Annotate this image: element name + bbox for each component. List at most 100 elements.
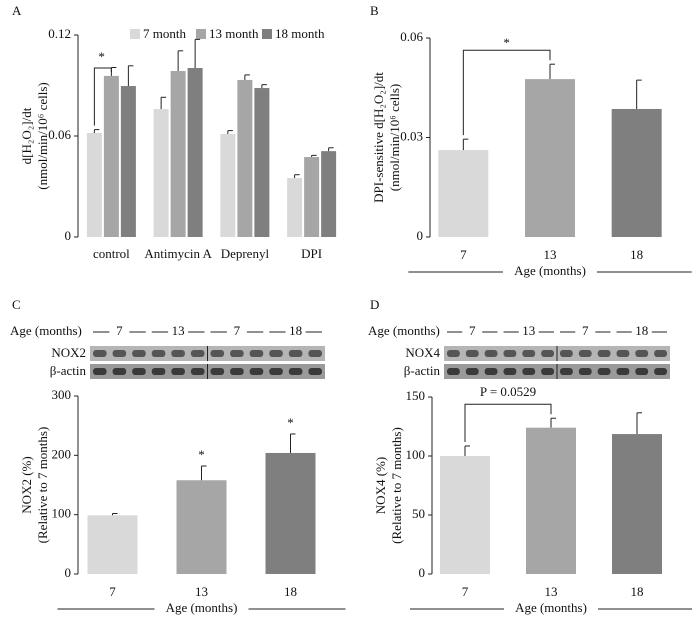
blot-band (112, 350, 127, 357)
y-tick-label: 0.06 (48, 127, 71, 142)
bar (265, 452, 316, 574)
blot-band (541, 350, 554, 357)
bar (304, 157, 320, 237)
bar (526, 427, 576, 574)
bar (187, 67, 203, 237)
blot-band (171, 350, 185, 357)
blot-band (151, 350, 166, 357)
bracket (464, 403, 552, 442)
blot-band (93, 350, 107, 357)
blot-age-label: Age (months) (10, 323, 82, 338)
x-axis-label: Age (months) (514, 263, 586, 278)
legend-swatch (262, 29, 272, 39)
blot-band (112, 368, 127, 375)
blot-band (654, 350, 667, 357)
blot-band (578, 350, 592, 357)
blot-band (597, 350, 611, 357)
x-tick-label: control (93, 246, 130, 261)
blot-band (308, 350, 322, 357)
bar (525, 79, 575, 237)
x-tick-label: 7 (109, 584, 116, 599)
bar (321, 151, 337, 237)
y-tick-label: 100 (406, 447, 426, 462)
blot-lane-label: 7 (234, 323, 241, 338)
annotation: * (198, 447, 205, 462)
bar (220, 133, 236, 237)
y-axis-label: (Relative to 7 months) (35, 427, 50, 544)
y-axis-label: NOX4 (%) (373, 457, 388, 514)
blot-band (465, 350, 479, 357)
annotation: P = 0.0529 (480, 384, 536, 399)
blot-lane-label: 7 (469, 323, 476, 338)
blot-lane-label: 18 (289, 323, 302, 338)
error-bar (636, 412, 642, 435)
blot-band (171, 368, 185, 375)
blot-band (635, 350, 649, 357)
blot-band (308, 368, 322, 375)
blot-band (560, 350, 573, 357)
legend-label: 18 month (275, 26, 325, 41)
bar (87, 515, 138, 574)
annotation: * (98, 49, 105, 64)
error-bar (636, 79, 642, 109)
error-bar (311, 154, 317, 158)
x-tick-label: 18 (630, 247, 643, 262)
x-tick-label: 13 (545, 584, 558, 599)
panel-label: D (370, 297, 379, 312)
blot-band (288, 350, 303, 357)
error-bar (112, 512, 118, 516)
blot-band (503, 350, 517, 357)
error-bar (550, 417, 556, 428)
bar (440, 456, 490, 574)
bar (103, 75, 119, 237)
blot-band (447, 350, 460, 357)
error-bar (93, 129, 100, 133)
bracket (462, 49, 551, 136)
legend-label: 7 month (143, 26, 186, 41)
blot-lane-label: 7 (582, 323, 589, 338)
y-tick-label: 0.06 (400, 29, 423, 44)
blot-band (484, 350, 498, 357)
blot-band (616, 368, 630, 375)
error-bar (227, 130, 233, 134)
blot-age-label: Age (months) (368, 323, 440, 338)
panel-label: B (370, 3, 379, 18)
bar (287, 178, 303, 237)
x-tick-label: 7 (460, 247, 467, 262)
error-bar (549, 63, 555, 80)
blot-band (190, 350, 205, 357)
y-axis-label: (nmol/min/10⁶ cells) (387, 84, 402, 191)
blot-row-label: NOX4 (405, 345, 440, 360)
error-bar (290, 433, 296, 453)
error-bar (244, 74, 250, 80)
blot-band (597, 368, 611, 375)
error-bar (294, 174, 300, 179)
blot-band (190, 368, 205, 375)
bar (612, 434, 662, 574)
blot-band (503, 368, 517, 375)
annotation: * (287, 415, 294, 430)
blot-band (522, 350, 536, 357)
y-tick-label: 0 (419, 565, 426, 580)
y-axis-label: NOX2 (%) (19, 456, 34, 513)
blot-band (249, 368, 264, 375)
blot-lane-label: 18 (635, 323, 648, 338)
blot-band (132, 368, 146, 375)
x-tick-label: 13 (544, 247, 557, 262)
y-tick-label: 0 (417, 228, 424, 243)
y-tick-label: 100 (52, 506, 72, 521)
blot-band (151, 368, 166, 375)
blot-band (288, 368, 303, 375)
blot-band (269, 368, 283, 375)
y-tick-label: 0 (65, 228, 72, 243)
x-tick-label: Antimycin A (144, 246, 212, 261)
y-axis-label: (Relative to 7 months) (389, 427, 404, 544)
y-tick-label: 0.03 (400, 128, 423, 143)
legend-swatch (196, 29, 206, 39)
blot-band (93, 368, 107, 375)
x-tick-label: Deprenyl (221, 246, 270, 261)
y-axis-label: d[H₂O₂]/dt (19, 107, 34, 164)
blot-band (210, 368, 225, 375)
error-bar (160, 96, 167, 110)
blot-lane-label: 13 (522, 323, 535, 338)
